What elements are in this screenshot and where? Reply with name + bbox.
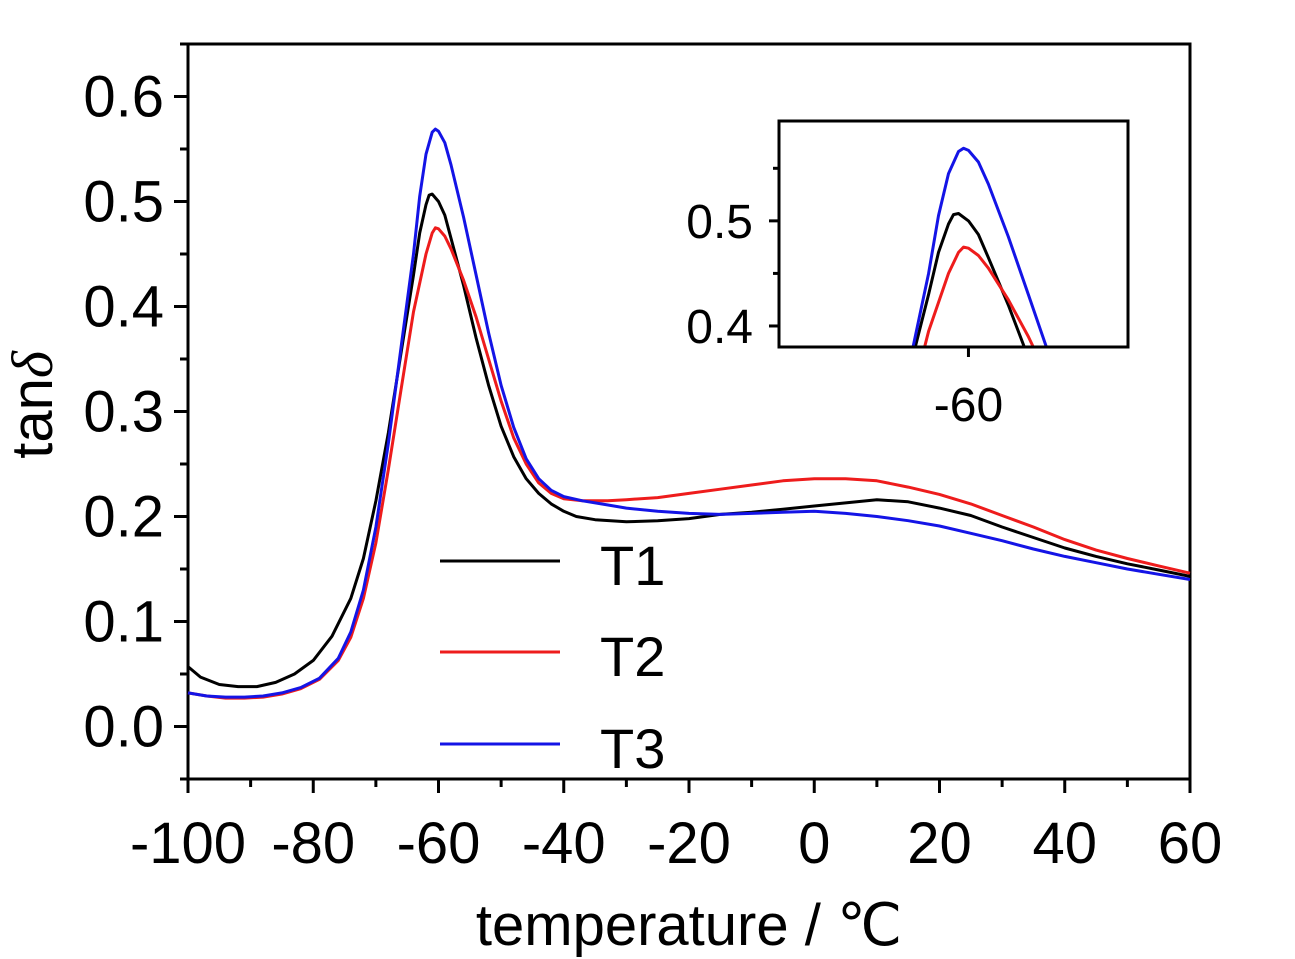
- y-tick-label: 0.0: [83, 695, 164, 760]
- x-axis-label: temperature / ℃: [476, 893, 902, 958]
- x-tick-label: -80: [271, 811, 355, 876]
- x-tick-label: 60: [1158, 811, 1223, 876]
- y-tick-label: 0.2: [83, 485, 164, 550]
- inset-series-group: [911, 146, 1048, 347]
- legend-label-t2: T2: [600, 625, 665, 688]
- y-axis-label: tanδ: [0, 350, 65, 459]
- legend-label-t3: T3: [600, 717, 665, 780]
- legend-item-t2: T2: [440, 625, 665, 688]
- x-tick-label: -40: [522, 811, 606, 876]
- inset-series-line-t3: [911, 146, 1048, 347]
- x-tick-label: -20: [647, 811, 731, 876]
- inset-series-line-t2: [923, 245, 1035, 347]
- x-tick-label: -100: [130, 811, 246, 876]
- y-tick-label: 0.4: [83, 275, 164, 340]
- legend-item-t1: T1: [440, 534, 665, 597]
- legend: T1 T2 T3: [440, 534, 665, 780]
- inset-y-tick-label: 0.5: [686, 196, 753, 249]
- y-tick-label: 0.1: [83, 590, 164, 655]
- main-series-group: [187, 127, 1191, 700]
- y-tick-label: 0.3: [83, 380, 164, 445]
- inset-series-line-t1: [913, 212, 1026, 347]
- y-tick-label: 0.5: [83, 170, 164, 235]
- main-plot-area: -100 -80 -60 -40 -20 0 20 40 60 0.0 0.1 0.2 0.3 0.4 0.…: [83, 42, 1223, 876]
- inset-x-tick-label: -60: [934, 379, 1003, 432]
- legend-item-t3: T3: [440, 717, 665, 780]
- inset-axis-ticks: -60 0.4 0.5: [686, 166, 1003, 432]
- inset-plot-area: -60 0.4 0.5: [686, 119, 1130, 432]
- x-tick-label: -60: [397, 811, 481, 876]
- inset-background: [779, 121, 1128, 347]
- series-line-t1: [187, 192, 1191, 689]
- x-tick-label: 20: [907, 811, 972, 876]
- series-line-t3: [187, 127, 1191, 699]
- inset-plot-frame: [777, 119, 1130, 349]
- y-axis-label-symbol: δ: [0, 350, 65, 378]
- y-axis-label-main: tan: [0, 378, 65, 459]
- x-tick-label: 40: [1032, 811, 1097, 876]
- x-tick-label: 0: [798, 811, 830, 876]
- legend-label-t1: T1: [600, 534, 665, 597]
- y-tick-label: 0.6: [83, 65, 164, 130]
- inset-y-tick-label: 0.4: [686, 301, 753, 354]
- main-axis-ticks: -100 -80 -60 -40 -20 0 20 40 60 0.0 0.1 0.2 0.3 0.4 0.…: [83, 42, 1223, 876]
